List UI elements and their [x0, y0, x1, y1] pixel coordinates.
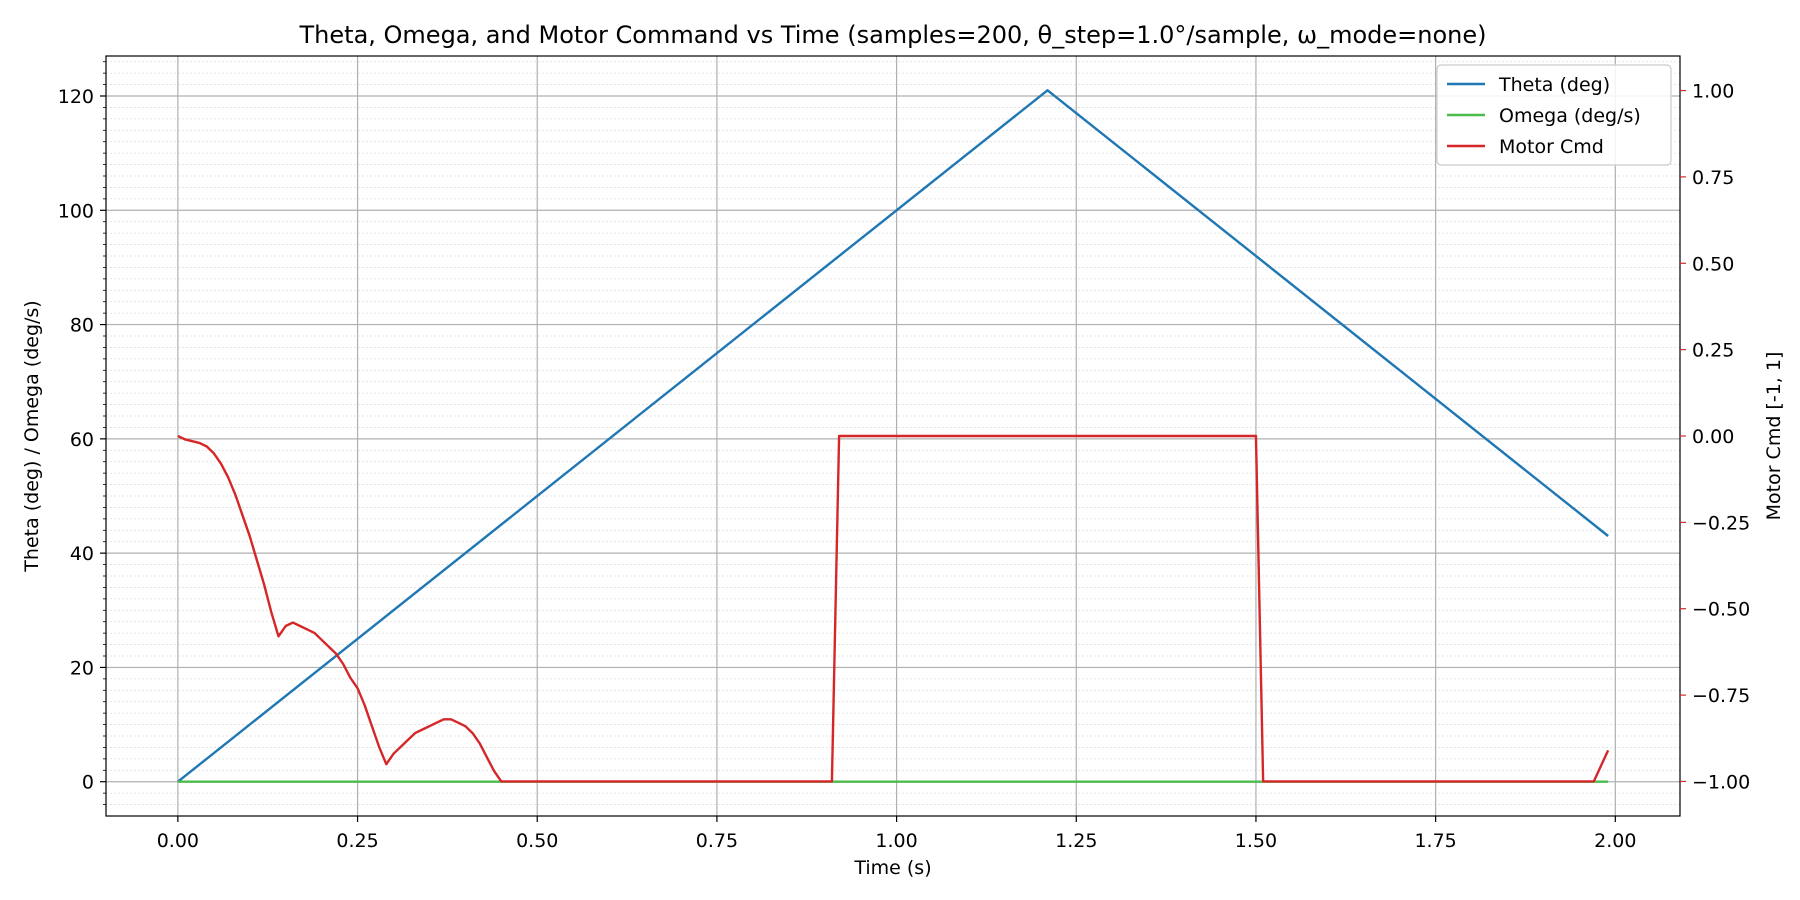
x-tick-label: 1.50	[1235, 830, 1277, 852]
y-left-tick-label: 80	[70, 315, 94, 337]
axes-ticks: 0.00 0.25 0.50 0.75 1.00 1.25 1.50 1.75 2.00 0 20 4…	[58, 61, 1750, 852]
y-left-tick-label: 0	[82, 772, 94, 794]
y-left-tick-label: 100	[58, 200, 94, 222]
x-tick-label: 0.00	[157, 830, 199, 852]
chart-title: Theta, Omega, and Motor Command vs Time …	[299, 21, 1487, 49]
x-tick-label: 2.00	[1594, 830, 1636, 852]
x-axis-label: Time (s)	[853, 857, 931, 879]
y-right-tick-label: 0.00	[1692, 426, 1734, 448]
legend: Theta (deg) Omega (deg/s) Motor Cmd	[1436, 64, 1672, 166]
y-left-tick-label: 40	[70, 543, 94, 565]
series-line-theta-deg	[177, 89, 1609, 783]
x-tick-label: 0.50	[516, 830, 558, 852]
x-tick-label: 0.75	[696, 830, 738, 852]
y-right-tick-label: −0.75	[1692, 685, 1750, 707]
x-tick-label: 1.00	[875, 830, 917, 852]
y-right-tick-label: 0.25	[1692, 340, 1734, 362]
legend-label: Theta (deg)	[1498, 74, 1610, 96]
y-right-tick-label: −0.50	[1692, 599, 1750, 621]
plot-area	[177, 89, 1610, 783]
y-right-tick-label: 0.50	[1692, 253, 1734, 275]
legend-label: Motor Cmd	[1499, 136, 1604, 158]
x-tick-label: 0.25	[336, 830, 378, 852]
y-right-tick-label: −1.00	[1692, 771, 1750, 793]
y-axis-left-label: Theta (deg) / Omega (deg/s)	[21, 300, 43, 572]
legend-box	[1436, 64, 1672, 166]
y-right-tick-label: 1.00	[1692, 81, 1734, 103]
y-right-tick-label: 0.75	[1692, 167, 1734, 189]
y-axis-right-label: Motor Cmd [-1, 1]	[1763, 352, 1785, 521]
y-left-tick-label: 120	[58, 86, 94, 108]
y-right-tick-label: −0.25	[1692, 512, 1750, 534]
x-tick-label: 1.25	[1055, 830, 1097, 852]
series-line-motor-cmd	[177, 434, 1610, 783]
y-left-tick-label: 20	[70, 657, 94, 679]
y-left-tick-label: 60	[70, 429, 94, 451]
legend-label: Omega (deg/s)	[1499, 105, 1641, 127]
x-tick-label: 1.75	[1414, 830, 1456, 852]
